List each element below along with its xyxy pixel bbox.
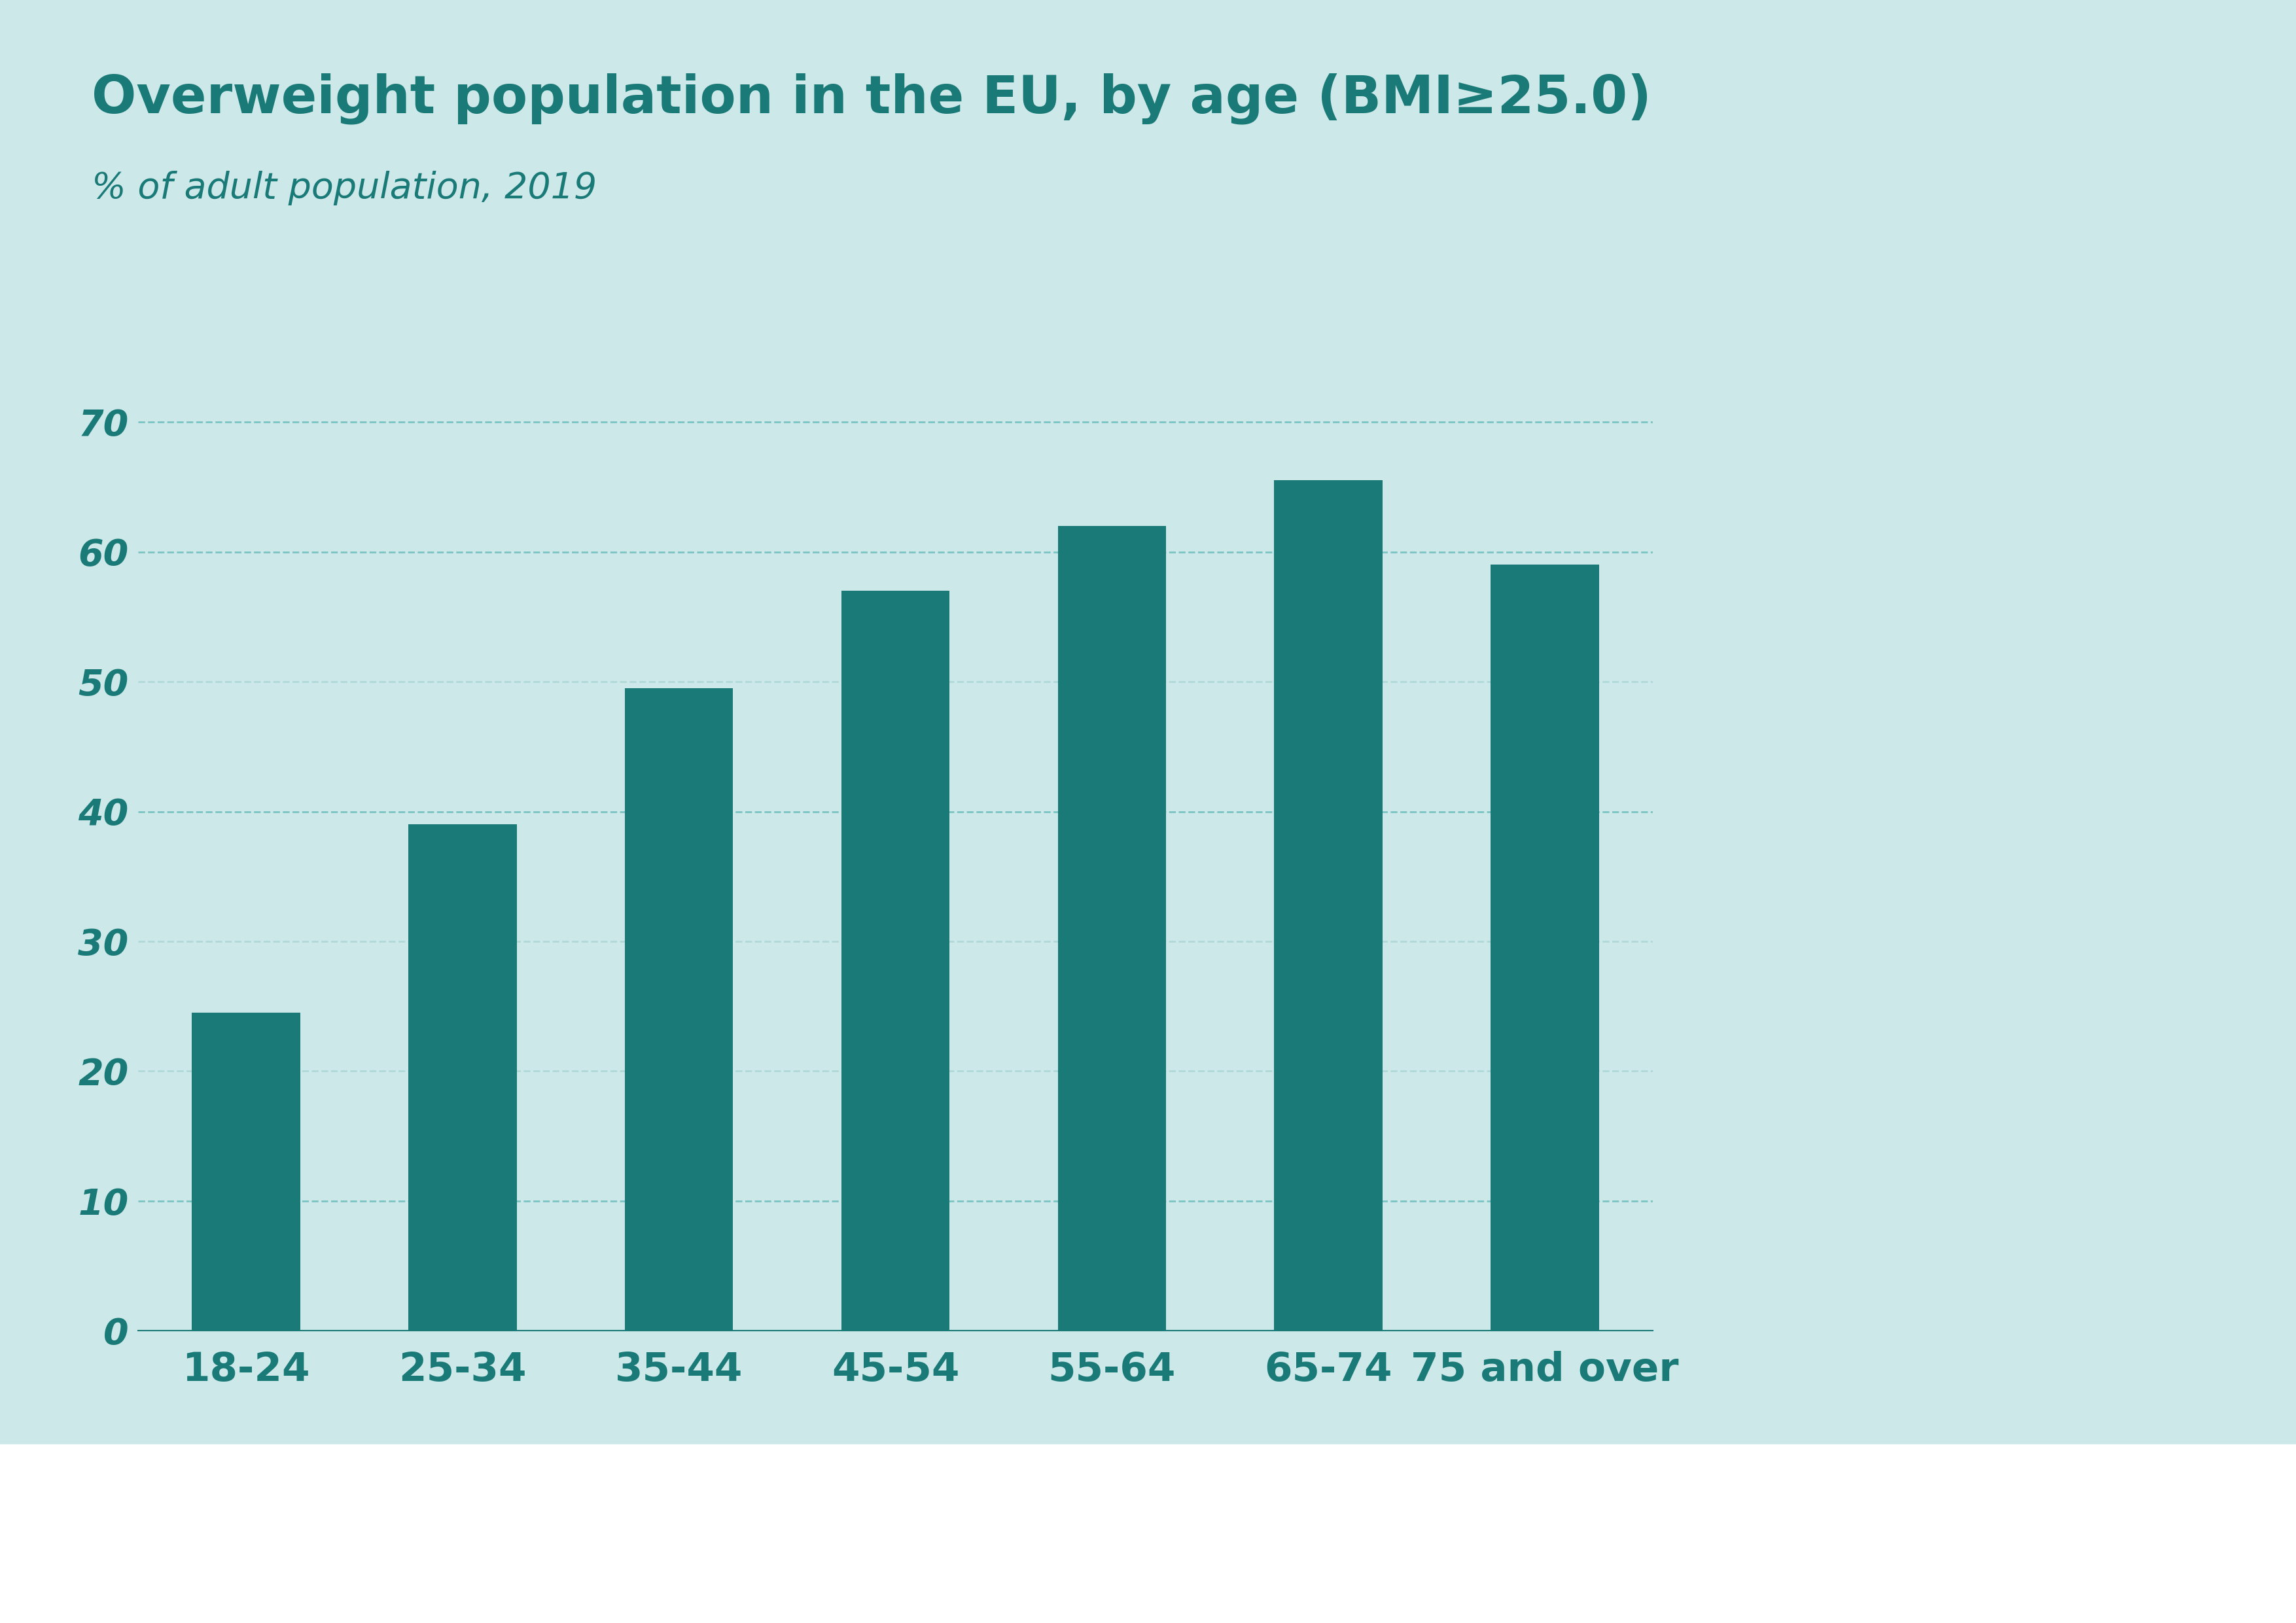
Bar [1274, 480, 1382, 1331]
Bar [840, 591, 951, 1331]
Text: ec.europa.eu/: ec.europa.eu/ [1917, 1518, 2142, 1550]
Text: Overweight population in the EU, by age (BMI≥25.0): Overweight population in the EU, by age … [92, 73, 1651, 125]
Bar [193, 1013, 301, 1331]
Bar [625, 688, 732, 1331]
Bar [1490, 565, 1598, 1331]
Text: % of adult population, 2019: % of adult population, 2019 [92, 170, 597, 204]
Text: eurostat: eurostat [2128, 1518, 2285, 1550]
Bar [409, 824, 517, 1331]
Bar [1058, 526, 1166, 1331]
